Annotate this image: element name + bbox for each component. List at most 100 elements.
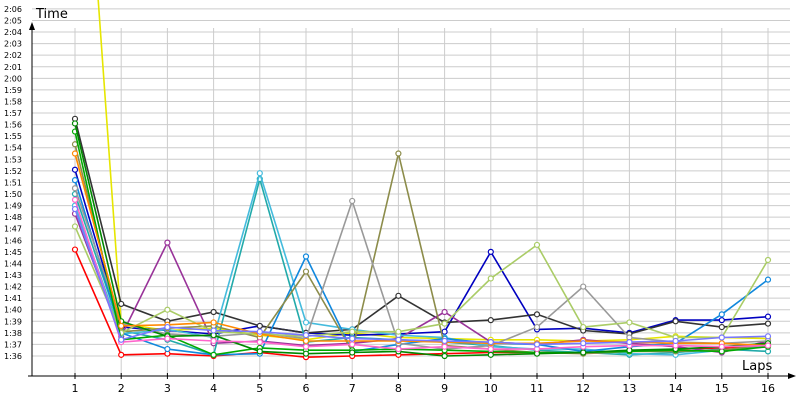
data-point — [349, 335, 356, 342]
data-point — [256, 348, 263, 355]
data-point — [395, 150, 402, 157]
x-tick-label: 14 — [669, 382, 683, 395]
x-tick-label: 8 — [395, 382, 402, 395]
data-point — [441, 343, 448, 350]
y-tick-label: 1:44 — [4, 259, 22, 268]
data-point — [302, 350, 310, 357]
series-line — [74, 208, 769, 346]
data-point — [533, 323, 541, 331]
y-tick-label: 2:06 — [4, 5, 22, 14]
data-point — [302, 253, 310, 260]
series-line — [74, 123, 769, 357]
data-point — [626, 319, 633, 326]
data-point — [256, 322, 263, 330]
y-tick-label: 1:53 — [4, 155, 22, 164]
x-tick-label: 7 — [349, 382, 356, 395]
y-tick-label: 1:41 — [4, 294, 22, 303]
x-tick-label: 3 — [164, 382, 171, 395]
data-point — [71, 246, 79, 253]
data-point — [718, 317, 725, 324]
x-tick-label: 11 — [530, 382, 544, 395]
series-line — [74, 153, 769, 347]
data-point — [580, 283, 587, 290]
data-point — [395, 292, 402, 299]
y-axis-title: Time — [35, 7, 68, 22]
data-point — [302, 319, 310, 326]
data-point — [395, 336, 402, 343]
data-point — [210, 327, 217, 334]
y-tick-labels: 1:36 1:37 1:38 1:39 1:40 1:41 1:42 1:43 1:44 1:45… — [4, 5, 22, 361]
data-point — [71, 150, 79, 157]
data-point — [256, 170, 263, 177]
x-tick-label: 13 — [622, 382, 636, 395]
data-point — [487, 351, 494, 358]
y-tick-label: 2:01 — [4, 63, 22, 72]
data-point — [302, 268, 310, 275]
data-point — [764, 313, 772, 320]
y-tick-label: 1:37 — [4, 340, 22, 349]
series-10 — [71, 185, 772, 353]
series-line — [74, 131, 769, 356]
x-tick-label: 6 — [303, 382, 310, 395]
y-tick-label: 1:58 — [4, 97, 22, 106]
y-tick-label: 1:54 — [4, 144, 22, 153]
x-tick-label: 9 — [441, 382, 448, 395]
data-point — [164, 335, 171, 342]
y-axis-arrow — [29, 22, 35, 30]
data-point — [349, 328, 356, 335]
x-tick-label: 15 — [715, 382, 729, 395]
y-tick-label: 1:50 — [4, 190, 22, 199]
data-point — [533, 311, 541, 318]
data-point — [164, 323, 171, 331]
data-point — [71, 177, 79, 184]
series-15 — [71, 196, 772, 353]
y-tick-label: 1:40 — [4, 306, 22, 315]
data-point — [118, 351, 125, 358]
data-point — [441, 308, 448, 316]
data-point — [487, 339, 494, 346]
data-point — [349, 341, 356, 348]
series-line — [74, 169, 769, 337]
data-point — [533, 241, 541, 249]
y-tick-label: 1:55 — [4, 132, 22, 141]
y-tick-label: 2:00 — [4, 74, 22, 83]
y-tick-label: 2:04 — [4, 28, 22, 37]
data-point — [71, 120, 79, 127]
y-tick-label: 1:48 — [4, 213, 22, 222]
data-point — [672, 337, 679, 345]
y-tick-label: 1:45 — [4, 248, 22, 257]
data-point — [210, 337, 217, 345]
data-point — [71, 223, 79, 230]
data-point — [718, 323, 725, 331]
data-point — [164, 306, 171, 313]
data-point — [487, 248, 494, 255]
y-tick-label: 1:47 — [4, 225, 22, 234]
series-line — [74, 226, 769, 339]
data-point — [764, 276, 772, 283]
y-tick-label: 1:42 — [4, 283, 22, 292]
data-point — [764, 320, 772, 327]
data-point — [118, 322, 125, 330]
data-point — [395, 328, 402, 335]
y-tick-label: 1:38 — [4, 329, 22, 338]
data-point — [210, 319, 217, 326]
data-point — [764, 256, 772, 264]
y-tick-label: 1:36 — [4, 352, 22, 361]
data-point — [718, 311, 725, 318]
series-line — [74, 144, 769, 355]
series-lines — [71, 0, 772, 361]
data-point — [718, 334, 725, 341]
data-point — [256, 339, 263, 346]
series-4 — [71, 115, 772, 338]
data-point — [71, 205, 79, 213]
data-point — [441, 337, 448, 345]
data-point — [349, 349, 356, 356]
data-point — [718, 343, 725, 350]
data-point — [71, 196, 79, 203]
x-tick-label: 2 — [118, 382, 125, 395]
data-point — [764, 333, 772, 340]
x-tick-label: 4 — [210, 382, 217, 395]
y-tick-label: 1:39 — [4, 317, 22, 326]
x-tick-label: 10 — [484, 382, 498, 395]
